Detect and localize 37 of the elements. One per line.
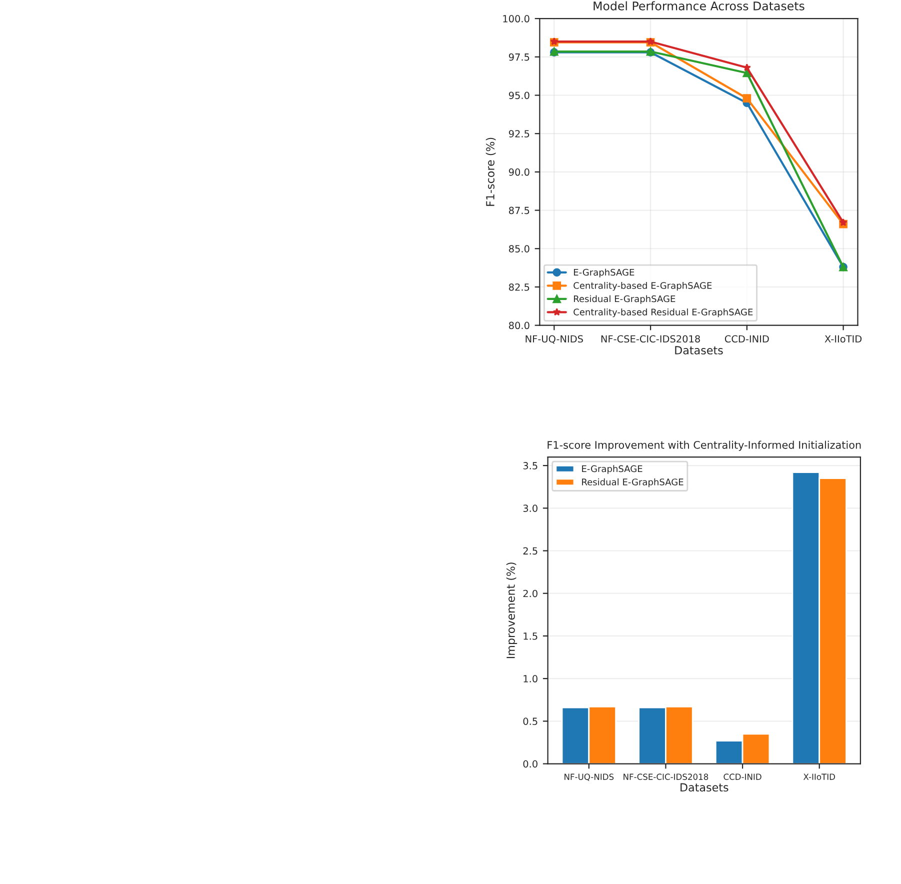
- x-tick-label: NF-UQ-NIDS: [526, 335, 583, 344]
- x-tick-label: CCD-INID: [724, 774, 762, 780]
- x-tick-label: X-IIoTID: [803, 774, 836, 780]
- legend-label: Residual E-GraphSAGE: [574, 295, 676, 304]
- x-axis-title: Datasets: [675, 346, 723, 354]
- legend-label: E-GraphSAGE: [574, 268, 634, 278]
- chart-title: F1-score Improvement with Centrality-Informed Initialization: [548, 440, 861, 451]
- y-tick-label: 97.5: [508, 53, 530, 61]
- y-tick-label: 1.0: [524, 675, 538, 682]
- x-tick-label: X-IIoTID: [824, 335, 862, 343]
- y-axis-title: Improvement (%): [506, 562, 518, 658]
- x-tick-label: CCD-INID: [724, 335, 769, 343]
- x-axis-title: Datasets: [680, 783, 728, 792]
- y-tick-label: 0.0: [523, 760, 538, 768]
- y-tick-label: 100.0: [503, 15, 530, 22]
- y-tick-label: 1.5: [524, 632, 538, 640]
- x-tick-label: NF-UQ-NIDS: [564, 774, 614, 781]
- y-tick-label: 80.0: [508, 322, 530, 330]
- y-tick-label: 90.0: [508, 168, 530, 176]
- y-tick-label: 3.5: [523, 462, 538, 470]
- legend-label: Centrality-based Residual E-GraphSAGE: [574, 308, 753, 318]
- y-tick-label: 95.0: [508, 92, 530, 100]
- y-tick-label: 2.5: [523, 547, 538, 555]
- y-tick-label: 2.0: [523, 590, 538, 598]
- chart-title: Model Performance Across Datasets: [594, 1, 804, 10]
- y-tick-label: 92.5: [508, 130, 530, 138]
- y-tick-label: 82.5: [508, 283, 530, 291]
- y-tick-label: 87.5: [508, 206, 530, 214]
- y-axis-title: F1-score (%): [486, 138, 496, 206]
- x-tick-label: NF-CSE-CIC-IDS2018: [624, 774, 708, 780]
- legend-label: Residual E-GraphSAGE: [582, 478, 684, 488]
- y-tick-label: 3.0: [523, 504, 538, 512]
- y-tick-label: 85.0: [508, 245, 530, 252]
- y-tick-label: 0.5: [523, 718, 538, 726]
- legend-label: Centrality-based E-GraphSAGE: [574, 282, 712, 291]
- x-tick-label: NF-CSE-CIC-IDS2018: [601, 335, 700, 343]
- legend-label: E-GraphSAGE: [582, 465, 642, 474]
